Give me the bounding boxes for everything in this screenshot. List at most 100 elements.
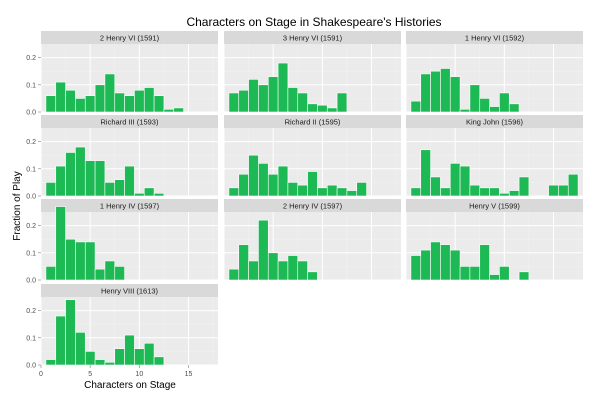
facet-strip bbox=[224, 199, 401, 212]
bar bbox=[84, 95, 96, 113]
bar bbox=[307, 103, 318, 113]
facet-panel: Richard II (1595) bbox=[223, 115, 401, 197]
bar bbox=[449, 163, 461, 197]
bar bbox=[479, 98, 490, 113]
bar bbox=[459, 266, 471, 281]
bar bbox=[469, 184, 481, 197]
bar bbox=[326, 184, 338, 197]
y-tick-label: 0.0 bbox=[26, 278, 36, 285]
y-tick-label: 0.0 bbox=[26, 194, 36, 201]
bar bbox=[440, 68, 451, 113]
bar bbox=[548, 184, 559, 197]
facet-strip-label: 1 Henry VI (1592) bbox=[465, 34, 525, 43]
bar bbox=[114, 266, 125, 281]
y-tick-label: 0.0 bbox=[26, 110, 36, 117]
facet-panel: Henry V (1599) bbox=[405, 199, 583, 281]
bar bbox=[297, 92, 308, 113]
facet-panel: 3 Henry VI (1591) bbox=[223, 31, 401, 113]
bar bbox=[104, 361, 116, 366]
bar bbox=[420, 249, 431, 281]
bar bbox=[410, 100, 422, 113]
bar bbox=[558, 184, 569, 197]
bar bbox=[65, 238, 76, 281]
bar bbox=[479, 244, 490, 281]
bar bbox=[114, 348, 125, 366]
bar bbox=[94, 268, 106, 281]
y-tick-label: 0.2 bbox=[26, 55, 36, 62]
bar bbox=[134, 89, 145, 113]
bar bbox=[84, 160, 96, 197]
bar bbox=[55, 165, 66, 197]
bar bbox=[440, 187, 451, 197]
bar bbox=[356, 182, 367, 197]
bar bbox=[277, 62, 289, 113]
bar bbox=[489, 187, 500, 197]
bar bbox=[346, 190, 358, 197]
bar bbox=[420, 73, 431, 113]
bar bbox=[45, 182, 57, 197]
bar bbox=[94, 84, 106, 113]
bar bbox=[55, 81, 66, 113]
facet-strip bbox=[41, 199, 218, 212]
bar bbox=[420, 149, 431, 197]
bar bbox=[449, 249, 461, 281]
bar bbox=[248, 154, 259, 197]
bar bbox=[508, 190, 520, 197]
bar bbox=[84, 241, 96, 281]
facet-panel: 2 Henry IV (1597) bbox=[223, 199, 401, 281]
y-axis-title: Fraction of Play bbox=[12, 171, 23, 240]
y-tick-label: 0.1 bbox=[26, 335, 36, 342]
bar bbox=[153, 192, 165, 197]
facet-strip-label: King John (1596) bbox=[466, 118, 524, 127]
bar bbox=[75, 241, 86, 281]
facet-panel: 1 Henry IV (1597) 0.0 0.1 0.2 bbox=[26, 199, 218, 285]
bar bbox=[479, 187, 490, 197]
bar bbox=[317, 104, 328, 113]
facet-panel: Henry VIII (1613) 0.0 0.1 0.2 bbox=[26, 284, 218, 370]
bar bbox=[267, 252, 279, 281]
bar bbox=[94, 160, 106, 197]
facet-strip bbox=[41, 284, 218, 297]
facet-panel: 1 Henry VI (1592) bbox=[405, 31, 583, 113]
bar bbox=[65, 299, 76, 366]
bar bbox=[287, 87, 299, 113]
bar bbox=[228, 92, 240, 113]
bar bbox=[45, 95, 57, 113]
bar bbox=[55, 206, 66, 281]
bar bbox=[277, 165, 289, 197]
bar bbox=[45, 359, 57, 366]
facet-strip bbox=[406, 199, 583, 212]
bar bbox=[459, 165, 471, 197]
y-tick-label: 0.0 bbox=[26, 363, 36, 370]
bar bbox=[163, 108, 175, 113]
y-tick-label: 0.2 bbox=[26, 308, 36, 315]
bar bbox=[153, 356, 165, 366]
x-tick-label: 15 bbox=[185, 371, 193, 378]
bar bbox=[317, 187, 328, 197]
facet-strip-label: 2 Henry VI (1591) bbox=[100, 34, 160, 43]
bar bbox=[440, 244, 451, 281]
facet-strip-label: Henry VIII (1613) bbox=[101, 287, 159, 296]
bar bbox=[307, 271, 318, 281]
bar bbox=[173, 107, 184, 113]
bar bbox=[104, 73, 116, 113]
bar bbox=[499, 266, 510, 281]
bar bbox=[65, 152, 76, 197]
facet-strip bbox=[224, 31, 401, 44]
facet-strip-label: Richard III (1593) bbox=[101, 118, 159, 127]
bar bbox=[489, 274, 500, 281]
bar bbox=[143, 87, 155, 113]
facet-strip-label: 1 Henry IV (1597) bbox=[100, 202, 160, 211]
facet-panels: 2 Henry VI (1591) 0.0 0.1 0.2 3 Henry VI (15… bbox=[26, 31, 583, 370]
bar bbox=[65, 89, 76, 113]
bar bbox=[238, 173, 249, 197]
bar bbox=[124, 334, 135, 366]
bar bbox=[114, 92, 125, 113]
bar bbox=[277, 260, 289, 281]
facet-panel: King John (1596) bbox=[405, 115, 583, 197]
bar bbox=[297, 260, 308, 281]
x-axis: 0 5 10 15 bbox=[39, 365, 192, 378]
bar bbox=[459, 108, 471, 113]
bar bbox=[238, 244, 249, 281]
